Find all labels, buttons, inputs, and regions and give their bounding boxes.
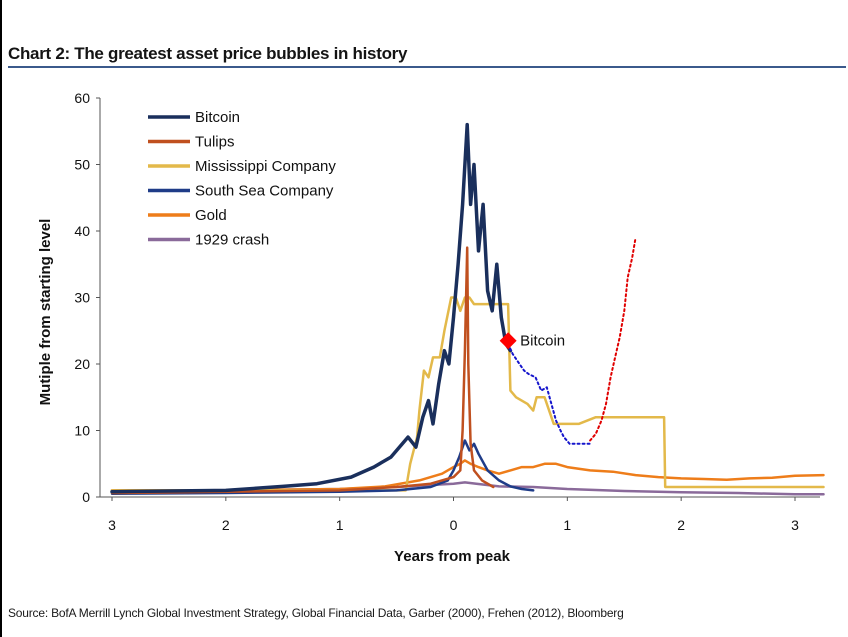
x-tick-label: 1 [336, 517, 344, 533]
legend-label: Gold [195, 207, 227, 224]
legend-label: Bitcoin [195, 109, 240, 126]
y-tick-label: 40 [74, 223, 90, 239]
x-tick-label: 1 [563, 517, 571, 533]
x-tick-label: 2 [677, 517, 685, 533]
title-underline [8, 66, 846, 68]
chart-title: Chart 2: The greatest asset price bubble… [8, 44, 408, 63]
source-note: Source: BofA Merrill Lynch Global Invest… [8, 606, 624, 620]
series-line-south-sea-company [110, 439, 535, 495]
legend-label: 1929 crash [195, 232, 269, 249]
y-tick-label: 20 [74, 356, 90, 372]
x-tick-label: 2 [222, 517, 230, 533]
legend-label: Mississippi Company [195, 158, 336, 175]
y-tick-label: 50 [74, 157, 90, 173]
legend-label: South Sea Company [195, 183, 334, 200]
x-tick-label: 0 [450, 517, 458, 533]
series-layer [110, 122, 825, 496]
y-tick-label: 10 [74, 423, 90, 439]
y-tick-label: 0 [82, 489, 90, 505]
x-axis-title: Years from peak [394, 548, 511, 565]
y-axis-title: Mutiple from starting level [37, 219, 54, 406]
legend: Bitcoin Tulips Mississippi Company South Se… [148, 109, 336, 249]
series-line-tulips [110, 246, 495, 495]
series-line-bitcoin-current-blue-dotted [507, 343, 592, 445]
annotation-layer: Bitcoin [499, 332, 565, 350]
x-tick-label: 3 [108, 517, 116, 533]
frame-left-border [0, 0, 2, 637]
bitcoin-marker [499, 332, 517, 350]
series-line-gold [110, 459, 825, 492]
legend-label: Tulips [195, 134, 234, 151]
y-tick-label: 30 [74, 290, 90, 306]
x-tick-label: 3 [791, 517, 799, 533]
series-line-bitcoin [110, 122, 513, 494]
series-line-bitcoin-recovery-red-dotted [589, 236, 637, 442]
series-line-mississippi-company [110, 296, 825, 492]
y-tick-label: 60 [74, 90, 90, 106]
bitcoin-annotation-label: Bitcoin [520, 333, 565, 350]
